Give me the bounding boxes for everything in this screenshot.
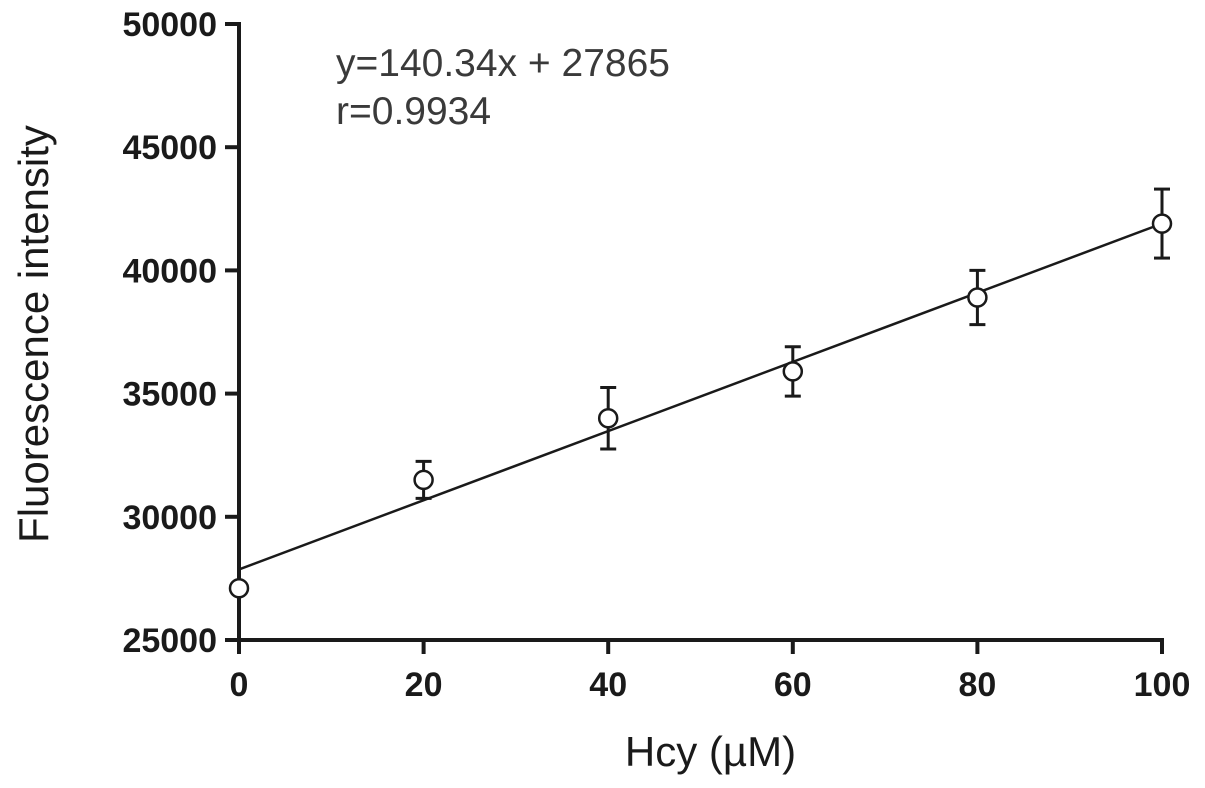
regression-line-group <box>238 222 1163 571</box>
x-tick-label: 80 <box>958 666 996 704</box>
y-axis-title: Fluorescence intensity <box>10 125 57 543</box>
data-point <box>413 459 434 500</box>
x-tick-label: 0 <box>230 666 249 704</box>
y-tick-label: 35000 <box>122 376 217 414</box>
y-tick-label: 40000 <box>122 252 217 290</box>
data-points <box>228 187 1173 599</box>
data-point <box>228 578 250 599</box>
regression-line <box>238 222 1163 571</box>
x-tick-label: 40 <box>589 666 627 704</box>
data-point-marker <box>782 361 804 382</box>
y-tick-label: 45000 <box>122 129 217 167</box>
y-tick-label: 30000 <box>122 499 217 537</box>
x-tick-label: 20 <box>405 666 443 704</box>
regression-equation-annotation: y=140.34x + 27865 <box>336 42 670 85</box>
x-axis-title: Hcy (µM) <box>625 728 796 775</box>
data-point-marker <box>228 578 250 599</box>
x-tick-label: 100 <box>1134 666 1191 704</box>
data-point-marker <box>597 407 619 429</box>
data-point <box>597 385 619 451</box>
data-point-marker <box>1151 213 1173 234</box>
data-point-marker <box>967 287 988 308</box>
axes <box>237 22 1164 642</box>
correlation-coefficient-annotation: r=0.9934 <box>336 90 491 133</box>
data-point <box>782 345 804 398</box>
data-point <box>967 268 988 327</box>
y-tick-label: 25000 <box>122 622 217 660</box>
y-tick-label: 50000 <box>122 6 217 44</box>
data-point <box>1151 187 1173 260</box>
data-point-marker <box>413 469 434 491</box>
x-tick-label: 60 <box>774 666 812 704</box>
tick-marks <box>225 22 1164 654</box>
